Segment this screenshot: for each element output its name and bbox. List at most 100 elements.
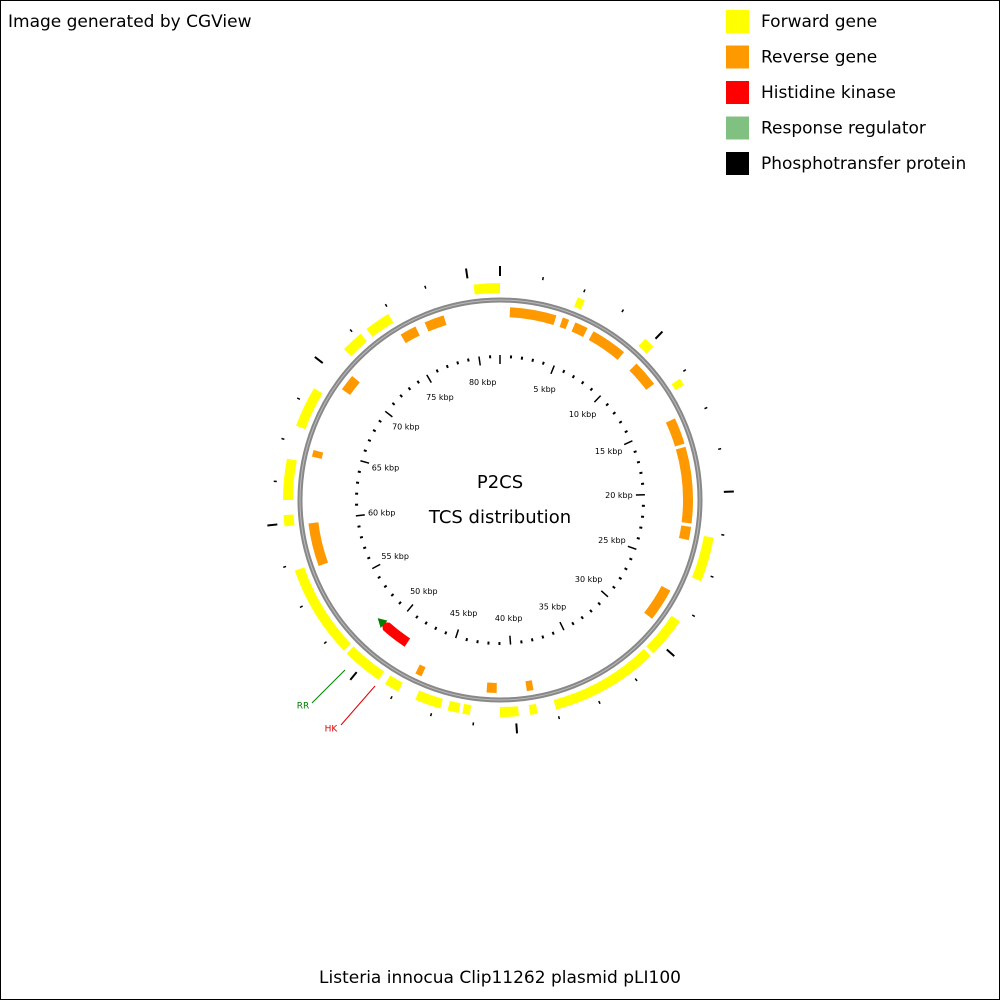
legend-swatch (726, 152, 749, 175)
reverse-gene (308, 522, 329, 567)
outer-tick (323, 641, 327, 645)
ruler-tick (589, 609, 593, 613)
ruler-tick (531, 358, 535, 362)
forward-gene (499, 706, 519, 717)
legend-swatch (726, 116, 749, 140)
footer-title: Listeria innocua Clip11262 plasmid pLI10… (319, 968, 681, 988)
reverse-gene (675, 446, 693, 524)
ruler-tick (363, 449, 368, 453)
ruler-tick (406, 604, 414, 612)
ruler-tick (360, 460, 370, 464)
reverse-gene (341, 375, 360, 396)
hk-label: HK (325, 725, 339, 735)
hk-leader (340, 685, 376, 726)
ruler-label: 10 kbp (569, 410, 597, 419)
ruler-tick (415, 615, 419, 619)
outer-tick (654, 330, 664, 340)
ruler-tick (530, 638, 534, 642)
ruler-tick (367, 438, 372, 443)
ruler-tick (359, 535, 364, 539)
reverse-gene (400, 326, 420, 344)
ruler-label: 60 kbp (368, 508, 396, 517)
reverse-gene (509, 307, 557, 326)
ruler-tick (624, 430, 628, 434)
ruler-tick (426, 374, 432, 383)
response-regulator (377, 618, 388, 628)
ruler-tick (399, 394, 403, 398)
ruler-tick (416, 380, 420, 384)
outer-tick (314, 356, 324, 364)
map-subtitle: TCS distribution (428, 507, 571, 528)
outer-tick (296, 397, 301, 401)
ruler-tick (597, 601, 601, 606)
forward-gene (528, 703, 538, 715)
ruler-label: 40 kbp (495, 614, 523, 623)
forward-gene (553, 648, 651, 710)
outer-tick (424, 285, 427, 289)
reverse-gene (559, 317, 570, 330)
outer-tick (682, 369, 687, 372)
ruler-tick (571, 621, 575, 626)
outer-tick (691, 614, 696, 618)
ruler-tick (629, 557, 633, 561)
ruler-tick (378, 419, 382, 423)
reverse-gene (424, 315, 447, 332)
reverse-gene (415, 664, 426, 677)
outer-tick (557, 716, 561, 720)
ruler-tick (639, 471, 643, 475)
ruler-tick (357, 525, 361, 528)
ruler-tick (407, 386, 412, 391)
outer-tick (299, 605, 304, 609)
forward-gene (385, 675, 403, 692)
ruler-tick (444, 631, 448, 635)
outer-tick (349, 671, 358, 681)
reverse-gene (678, 525, 692, 541)
ruler-tick (600, 590, 609, 598)
legend-label: Forward gene (761, 12, 877, 32)
reverse-gene (588, 331, 625, 360)
ruler-tick (624, 567, 628, 571)
ruler-tick (627, 545, 637, 551)
outer-tick (267, 523, 278, 527)
outer-tick (666, 648, 675, 657)
ruler-tick (435, 369, 439, 373)
outer-tick (704, 406, 708, 410)
histidine-kinase (381, 622, 411, 647)
ruler-tick (605, 402, 610, 407)
legend-label: Phosphotransfer protein (761, 154, 966, 174)
forward-gene (574, 297, 585, 310)
ruler-label: 20 kbp (605, 491, 633, 500)
reverse-gene (665, 418, 685, 447)
ruler-tick (612, 411, 617, 415)
forward-gene (462, 703, 472, 715)
ruler-tick (636, 460, 641, 464)
ruler-label: 35 kbp (539, 602, 567, 611)
ruler-label: 30 kbp (575, 575, 603, 584)
rr-label: RR (297, 702, 310, 712)
ruler-tick (593, 395, 602, 403)
ruler-label: 75 kbp (426, 393, 454, 402)
forward-gene (691, 535, 714, 582)
reverse-gene (311, 450, 324, 459)
ruler-tick (434, 626, 438, 631)
map-title: P2CS (477, 472, 523, 493)
outer-tick (282, 565, 287, 569)
ruler-tick (571, 374, 576, 379)
forward-gene (447, 700, 461, 714)
ruler-tick (562, 369, 566, 374)
forward-gene (343, 333, 367, 357)
outer-tick (598, 700, 601, 705)
ruler-label: 50 kbp (410, 587, 438, 596)
outer-tick (384, 303, 388, 308)
forward-gene (646, 615, 680, 654)
ruler-tick (377, 575, 381, 580)
outer-tick (710, 575, 714, 578)
ruler-label: 5 kbp (533, 385, 555, 394)
outer-tick (281, 437, 285, 441)
ruler-tick (398, 601, 402, 605)
ruler-label: 80 kbp (469, 378, 497, 387)
ruler-tick (355, 514, 365, 517)
ruler-tick (559, 621, 565, 631)
outer-tick (465, 268, 469, 279)
legend-swatch (726, 10, 749, 33)
